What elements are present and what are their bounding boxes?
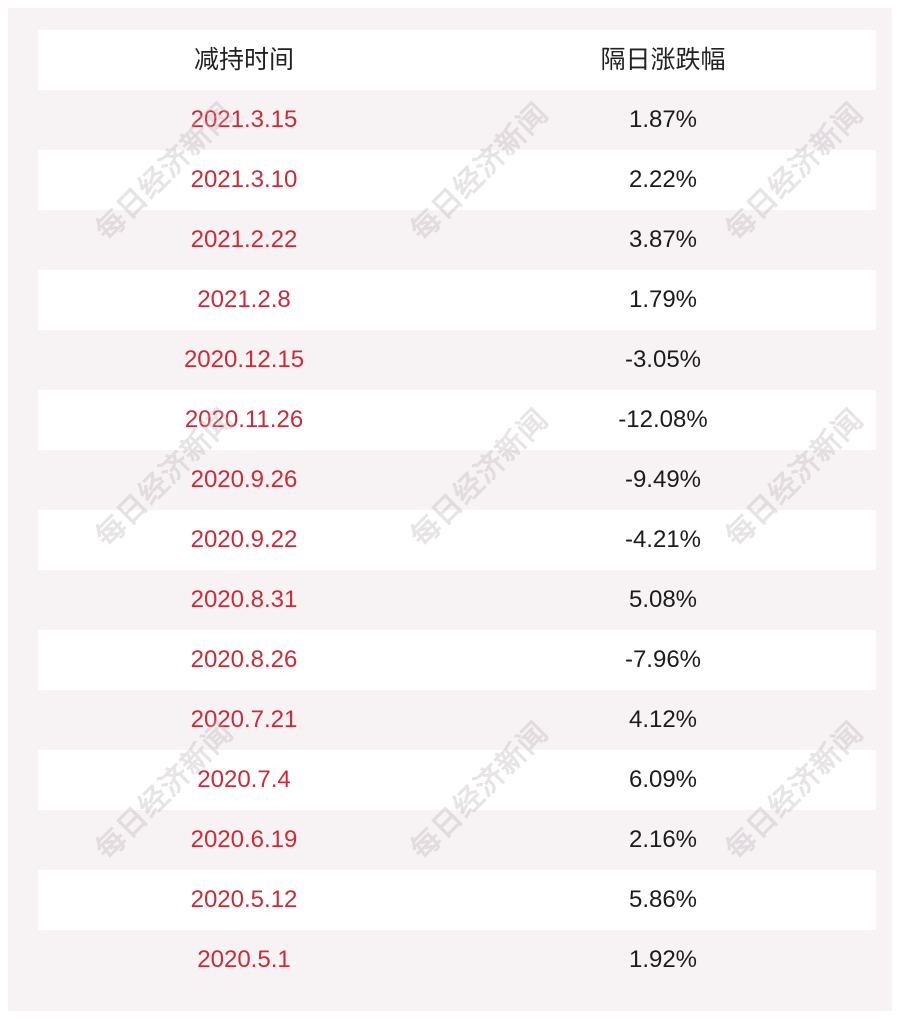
date-cell: 2020.6.19 [190,826,298,853]
table-row: 2020.8.31 5.08% [38,570,876,630]
table-row: 2020.7.21 4.12% [38,690,876,750]
change-cell: 2.16% [628,826,698,853]
table-row: 2020.9.26 -9.49% [38,450,876,510]
date-cell: 2020.8.31 [190,586,298,613]
date-cell: 2020.5.12 [190,886,298,913]
date-cell: 2020.8.26 [190,646,298,673]
table-row: 2020.12.15 -3.05% [38,330,876,390]
change-cell: -7.96% [624,646,702,673]
date-cell: 2020.11.26 [184,406,304,433]
table-row: 2020.11.26 -12.08% [38,390,876,450]
table-row: 2020.9.22 -4.21% [38,510,876,570]
change-cell: -3.05% [624,346,702,373]
change-cell: 2.22% [628,166,698,193]
change-cell: 5.86% [628,886,698,913]
table-row: 2020.5.1 1.92% [38,930,876,990]
table-row: 2020.5.12 5.86% [38,870,876,930]
date-cell: 2020.9.22 [190,526,298,553]
date-cell: 2020.9.26 [190,466,298,493]
change-cell: 4.12% [628,706,698,733]
table-row: 2021.3.15 1.87% [38,90,876,150]
table-row: 2021.2.22 3.87% [38,210,876,270]
date-cell: 2020.12.15 [183,346,305,373]
change-cell: 1.92% [628,946,698,973]
reduction-table: 减持时间 隔日涨跌幅 2021.3.15 1.87% 2021.3.10 2.2… [38,30,876,990]
date-cell: 2020.7.4 [197,766,291,793]
table-row: 2020.8.26 -7.96% [38,630,876,690]
date-cell: 2020.5.1 [197,946,291,973]
date-cell: 2020.7.21 [190,706,298,733]
change-cell: -12.08% [618,406,708,433]
change-cell: -9.49% [624,466,702,493]
change-cell: 6.09% [628,766,698,793]
change-cell: 1.79% [628,286,698,313]
date-cell: 2021.3.15 [190,106,298,133]
table-row: 2021.2.8 1.79% [38,270,876,330]
table-header-row: 减持时间 隔日涨跌幅 [38,30,876,90]
change-cell: -4.21% [624,526,702,553]
change-cell: 3.87% [628,226,698,253]
change-cell: 5.08% [628,586,698,613]
table-row: 2021.3.10 2.22% [38,150,876,210]
table-row: 2020.6.19 2.16% [38,810,876,870]
header-reduction-time: 减持时间 [193,46,294,74]
header-next-day-change: 隔日涨跌幅 [600,46,726,74]
table-row: 2020.7.4 6.09% [38,750,876,810]
date-cell: 2021.2.22 [190,226,298,253]
date-cell: 2021.3.10 [190,166,298,193]
date-cell: 2021.2.8 [197,286,291,313]
change-cell: 1.87% [628,106,698,133]
